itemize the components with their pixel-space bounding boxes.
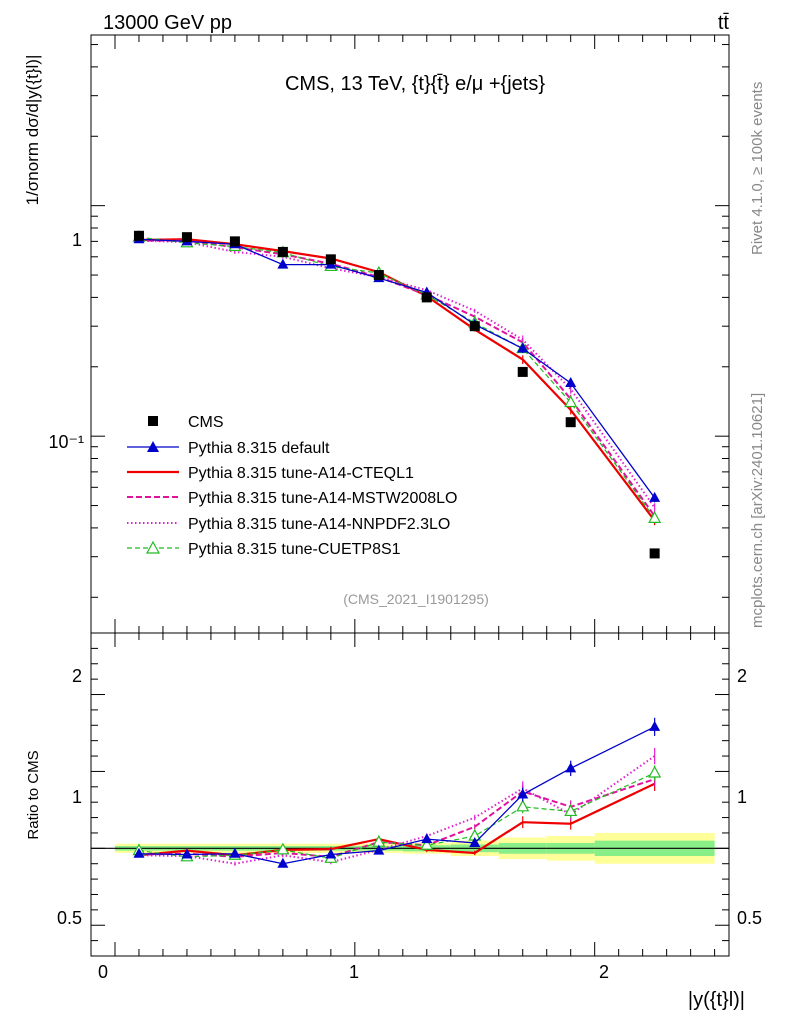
main-series-default-line xyxy=(138,238,656,499)
beam-label: 13000 GeV pp xyxy=(103,12,232,34)
x-tick-label-2: 2 xyxy=(599,962,609,982)
main-series-cuetp8s1-point xyxy=(564,395,578,408)
ratio-series-cuetp8s1-point xyxy=(564,804,578,817)
ratio-series-default-point xyxy=(649,720,661,731)
main-y-tick-label-1: 1 xyxy=(72,230,82,250)
ratio-series-default-point xyxy=(181,848,193,859)
main-series-default-point xyxy=(517,342,529,353)
ratio-y-axis-label: Ratio to CMS xyxy=(25,750,42,839)
legend: CMS Pythia 8.315 default Pythia 8.315 tu… xyxy=(127,414,457,558)
ratio-y-tick-label-1: 1 xyxy=(72,787,82,807)
ratio-series-default-point xyxy=(421,833,433,844)
main-panel-frame xyxy=(90,34,730,634)
main-series-cms-point xyxy=(565,417,576,428)
ratio-series-mstw-line xyxy=(138,778,655,858)
x-tick-label-1: 1 xyxy=(349,962,359,982)
ratio-series-default-point xyxy=(229,847,241,858)
legend-swatch-cms xyxy=(148,416,158,426)
ratio-series-layer xyxy=(132,717,662,868)
ratio-series-nnpdf-line xyxy=(138,755,656,865)
main-series-default-point xyxy=(649,491,661,502)
main-series-nnpdf-line xyxy=(138,239,656,509)
legend-label-nnpdf: Pythia 8.315 tune-A14-NNPDF2.3LO xyxy=(188,516,450,533)
main-series-cms-point xyxy=(181,232,192,243)
main-series-cms-point xyxy=(469,321,480,332)
main-series-cms-point xyxy=(421,292,432,303)
main-series-default-point xyxy=(565,377,577,388)
main-series-cms-point xyxy=(229,236,240,247)
main-series-cms-point xyxy=(517,366,528,377)
main-series-cms-point xyxy=(649,548,660,559)
legend-label-default: Pythia 8.315 default xyxy=(188,440,330,457)
process-label: tt̄ xyxy=(718,12,730,34)
ratio-series-default-point xyxy=(565,762,577,773)
ratio-series-cuetp8s1-point xyxy=(648,765,662,778)
ratio-series-default-point xyxy=(277,857,289,868)
legend-label-mstw: Pythia 8.315 tune-A14-MSTW2008LO xyxy=(188,490,457,507)
ratio-y-tick-label-1-right: 1 xyxy=(737,787,747,807)
main-series-default-point xyxy=(277,258,289,269)
ratio-series-default-point xyxy=(373,844,385,855)
ratio-y-tick-label-2-right: 2 xyxy=(737,666,747,686)
main-series-cms-point xyxy=(373,270,384,281)
ratio-series-cuetp8s1-point xyxy=(516,799,530,812)
ratio-series-default-point xyxy=(325,848,337,859)
ratio-series-default-point xyxy=(133,847,145,858)
ratio-series-default-point xyxy=(469,836,481,847)
ratio-y-tick-label-0p5: 0.5 xyxy=(57,908,82,928)
ratio-series-default-point xyxy=(517,788,529,799)
legend-label-cteql1: Pythia 8.315 tune-A14-CTEQL1 xyxy=(188,465,414,482)
main-series-layer xyxy=(132,229,662,559)
main-y-axis-label: 1/σnorm dσ/d|y({t}l)| xyxy=(23,55,42,206)
legend-label-cms: CMS xyxy=(188,414,224,431)
main-series-cms-point xyxy=(325,254,336,265)
x-tick-label-0: 0 xyxy=(98,962,108,982)
analysis-id: (CMS_2021_I1901295) xyxy=(343,591,489,607)
legend-swatch-cuetp8s1-marker xyxy=(145,540,161,554)
rivet-version-label: Rivet 4.1.0, ≥ 100k events xyxy=(749,82,766,255)
main-series-cms-point xyxy=(277,246,288,257)
site-label: mcplots.cern.ch [arXiv:2401.10621] xyxy=(749,393,766,628)
ratio-y-tick-label-0p5-right: 0.5 xyxy=(737,908,762,928)
ratio-panel-frame xyxy=(90,632,730,957)
x-axis-label: |y({t}l)| xyxy=(688,989,745,1011)
legend-label-cuetp8s1: Pythia 8.315 tune-CUETP8S1 xyxy=(188,541,401,558)
axis-ticks xyxy=(91,35,729,956)
chart-title: CMS, 13 TeV, {t}{t̄} e/μ +{jets} xyxy=(285,73,545,95)
ratio-y-tick-label-2: 2 xyxy=(72,666,82,686)
legend-swatch-default-marker xyxy=(147,441,159,452)
main-series-cuetp8s1-point xyxy=(648,511,662,523)
main-series-cms-point xyxy=(133,230,144,241)
ratio-series-cuetp8s1-point xyxy=(420,838,434,850)
ratio-series-cuetp8s1-point xyxy=(276,842,290,855)
main-y-tick-label-0p1: 10⁻¹ xyxy=(48,432,84,452)
